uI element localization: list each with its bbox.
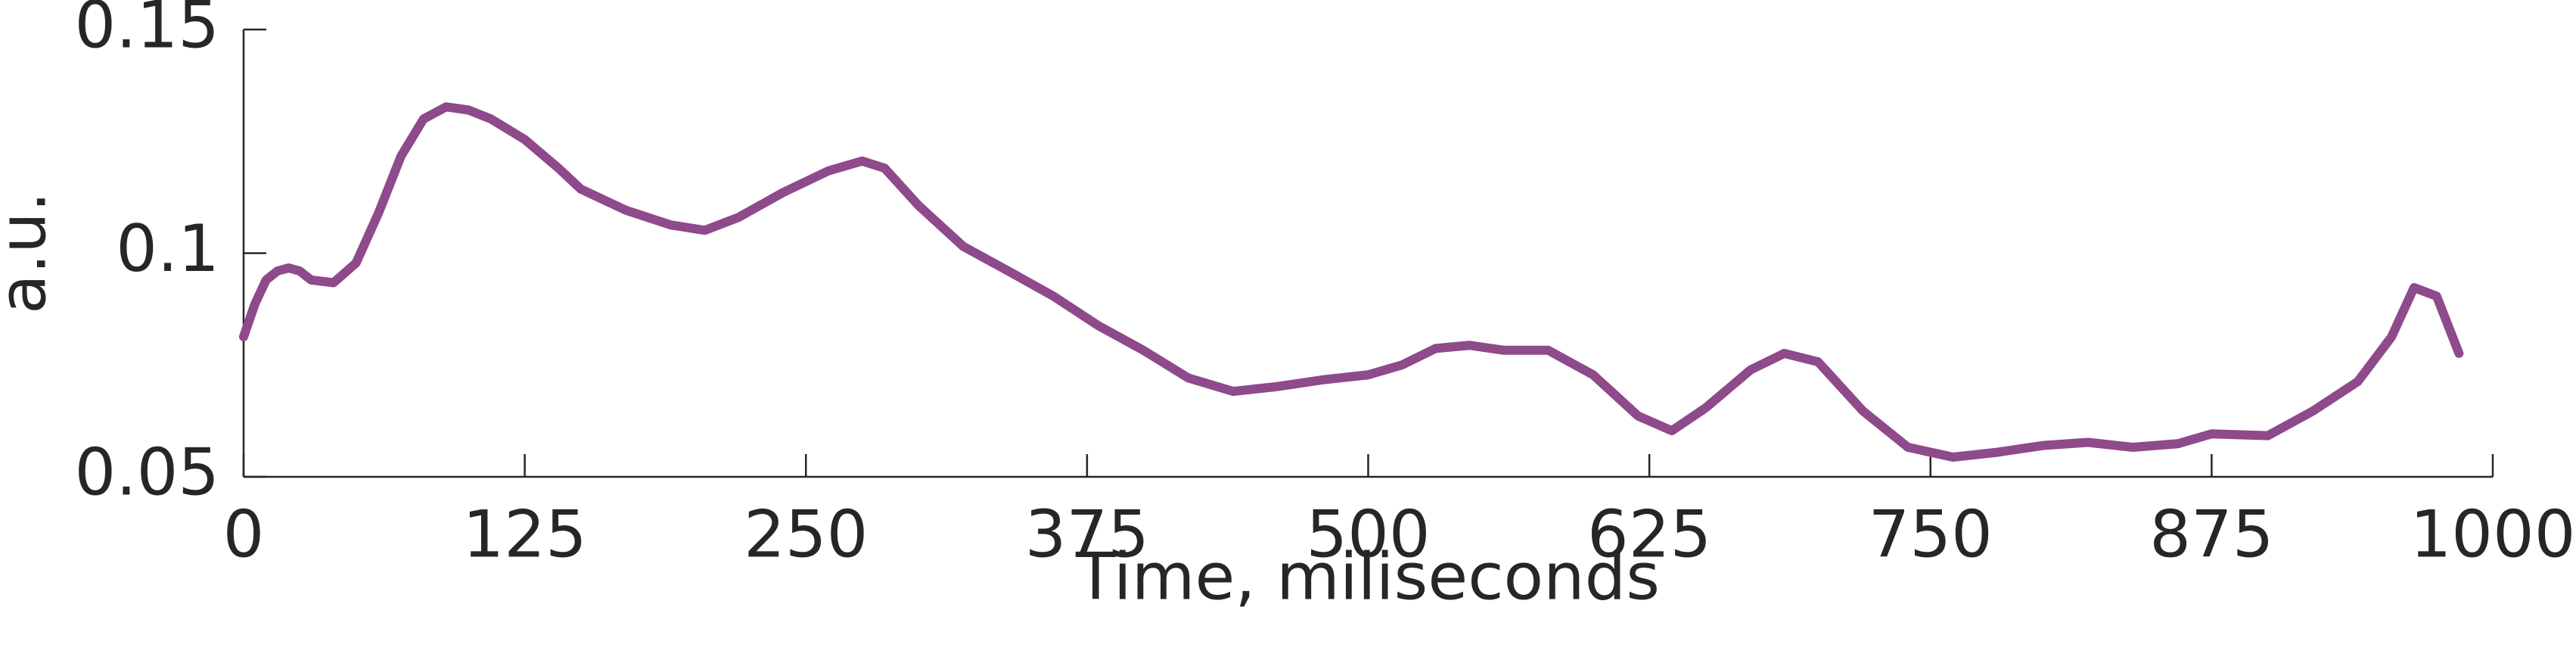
- x-tick-label: 875: [2149, 496, 2273, 572]
- y-axis-label: a.u.: [0, 191, 61, 314]
- x-tick-label: 125: [463, 496, 587, 572]
- y-tick-label: 0.1: [116, 211, 219, 287]
- data-line: [239, 102, 2464, 462]
- x-tick-label: 500: [1306, 496, 1430, 572]
- y-tick-label: 0.15: [75, 0, 219, 63]
- y-tick-label: 0.05: [75, 434, 219, 510]
- x-axis-label: Time, miliseconds: [1075, 539, 1660, 615]
- x-tick-label: 1000: [2410, 496, 2576, 572]
- x-tick-label: 0: [223, 496, 265, 572]
- x-tick-label: 250: [744, 496, 868, 572]
- x-tick-label: 625: [1587, 496, 1711, 572]
- x-tick-label: 750: [1869, 496, 1993, 572]
- x-tick-label: 375: [1025, 496, 1149, 572]
